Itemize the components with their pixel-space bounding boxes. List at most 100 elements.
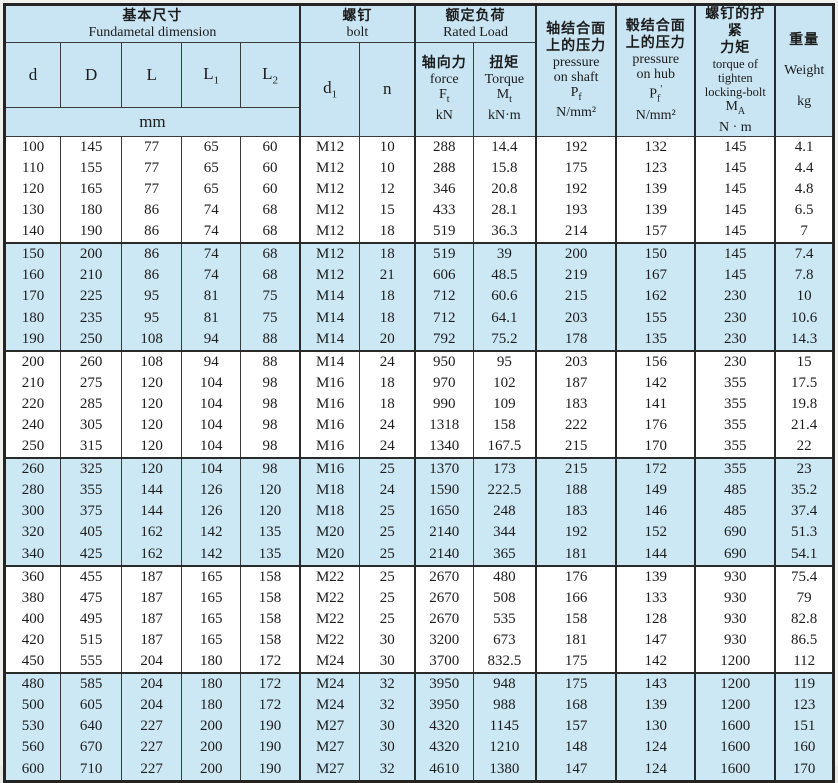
col-D: D (60, 42, 123, 108)
table-cell: 3950 (413, 672, 474, 696)
table-row: 400 495 187 165 158 M22 25 2670 535 158 128 930 82.8 (3, 608, 835, 630)
table-cell: 340 (3, 543, 62, 566)
table-cell: M14 (298, 328, 361, 351)
table-cell: 12 (359, 178, 416, 201)
table-cell: 94 (181, 328, 242, 351)
table-cell: 145 (694, 265, 776, 287)
table-row: 100 145 77 65 60 M12 10 288 14.4 192 132 145 4.1 (3, 136, 835, 158)
pressure-hub-en2: on hub (636, 67, 675, 83)
table-cell: 150 (3, 242, 62, 266)
table-cell: 4.8 (774, 178, 835, 201)
table-cell: 142 (181, 543, 242, 566)
table-cell: 1600 (694, 737, 776, 759)
table-cell: M18 (298, 501, 361, 523)
force-unit: kN (435, 107, 453, 123)
table-cell: 147 (535, 758, 617, 782)
table-row: 160 210 86 74 68 M12 21 606 48.5 219 167 145 7.8 (3, 265, 835, 287)
table-cell: 152 (615, 522, 696, 544)
table-cell: 120 (121, 414, 183, 437)
table-cell: 200 (181, 716, 242, 738)
table-cell: 180 (181, 650, 242, 674)
table-cell: 600 (3, 758, 62, 782)
table-cell: 18 (359, 393, 416, 415)
tighten-torque-en1: torque of (712, 57, 759, 71)
table-cell: 135 (240, 522, 301, 544)
table-cell: M14 (298, 307, 361, 329)
table-cell: 7 (774, 221, 835, 244)
force-zh: 轴向力 (421, 56, 467, 71)
table-cell: 104 (181, 414, 242, 437)
table-cell: 145 (694, 242, 776, 266)
table-row: 260 325 120 104 98 M16 25 1370 173 215 172 355 23 (3, 457, 835, 481)
spec-table: 基本尺寸 Fundametal dimension 螺钉 bolt 额定负荷 R… (3, 3, 835, 783)
table-cell: 320 (3, 522, 62, 544)
table-cell: 180 (181, 695, 242, 717)
pressure-shaft-en1: pressure (552, 54, 600, 70)
table-row: 190 250 108 94 88 M14 20 792 75.2 178 135 230 14.3 (3, 328, 835, 351)
table-cell: 175 (535, 157, 617, 179)
table-cell: 1318 (413, 414, 474, 437)
table-cell: M16 (298, 457, 361, 481)
table-cell: 158 (535, 608, 617, 630)
table-cell: 355 (694, 372, 776, 394)
table-cell: 187 (121, 608, 183, 630)
table-cell: 15.8 (472, 157, 537, 179)
table-cell: 145 (694, 178, 776, 201)
table-cell: 6.5 (774, 200, 835, 222)
table-cell: 175 (535, 672, 617, 696)
col-axial-force: 轴向力 force Ft kN (413, 42, 474, 137)
table-cell: 32 (359, 672, 416, 696)
table-cell: 120 (121, 372, 183, 394)
table-cell: M27 (298, 758, 361, 782)
table-cell: 475 (60, 587, 123, 609)
table-row: 600 710 227 200 190 M27 32 4610 1380 147 124 1600 17… (3, 758, 835, 782)
table-cell: 146 (615, 501, 696, 523)
table-cell: 86 (121, 200, 183, 222)
table-cell: 204 (121, 672, 183, 696)
table-cell: 210 (60, 265, 123, 287)
weight-unit: kg (797, 93, 812, 109)
table-cell: 1340 (413, 436, 474, 459)
table-cell: 119 (774, 672, 835, 696)
table-cell: 230 (694, 328, 776, 351)
table-cell: 132 (615, 136, 696, 158)
table-cell: 148 (535, 737, 617, 759)
table-cell: 158 (240, 587, 301, 609)
table-cell: 32 (359, 695, 416, 717)
table-cell: 139 (615, 695, 696, 717)
table-cell: 712 (413, 286, 474, 308)
table-cell: 10 (774, 286, 835, 308)
table-cell: 14.3 (774, 328, 835, 351)
table-cell: 1600 (694, 758, 776, 782)
tighten-torque-zh2: 力矩 (720, 41, 751, 56)
table-cell: 165 (60, 178, 123, 201)
table-cell: M16 (298, 372, 361, 394)
table-cell: 24 (359, 414, 416, 437)
table-cell: 930 (694, 564, 776, 588)
table-row: 240 305 120 104 98 M16 24 1318 158 222 176 355 21.4 (3, 414, 835, 437)
table-row: 320 405 162 142 135 M20 25 2140 344 192 152 690 51.3 (3, 522, 835, 544)
unit-mm: mm (3, 106, 301, 137)
table-cell: 222 (535, 414, 617, 437)
table-cell: 65 (181, 157, 242, 179)
table-cell: 1145 (472, 716, 537, 738)
table-cell: 68 (240, 221, 301, 244)
table-cell: 285 (60, 393, 123, 415)
torque-zh: 扭矩 (489, 56, 520, 71)
table-row: 280 355 144 126 120 M18 24 1590 222.5 188 149 485 35… (3, 480, 835, 502)
table-cell: 176 (535, 564, 617, 588)
table-cell: M27 (298, 737, 361, 759)
table-cell: 214 (535, 221, 617, 244)
table-cell: 98 (240, 457, 301, 481)
table-cell: 10.6 (774, 307, 835, 329)
weight-zh: 重量 (789, 32, 820, 48)
weight-en: Weight (784, 62, 825, 78)
table-cell: M12 (298, 265, 361, 287)
table-cell: 227 (121, 716, 183, 738)
table-cell: 32 (359, 758, 416, 782)
table-cell: 930 (694, 629, 776, 651)
table-cell: 400 (3, 608, 62, 630)
table-cell: M20 (298, 522, 361, 544)
table-cell: 519 (413, 221, 474, 244)
rated-load-en: Rated Load (443, 25, 508, 40)
